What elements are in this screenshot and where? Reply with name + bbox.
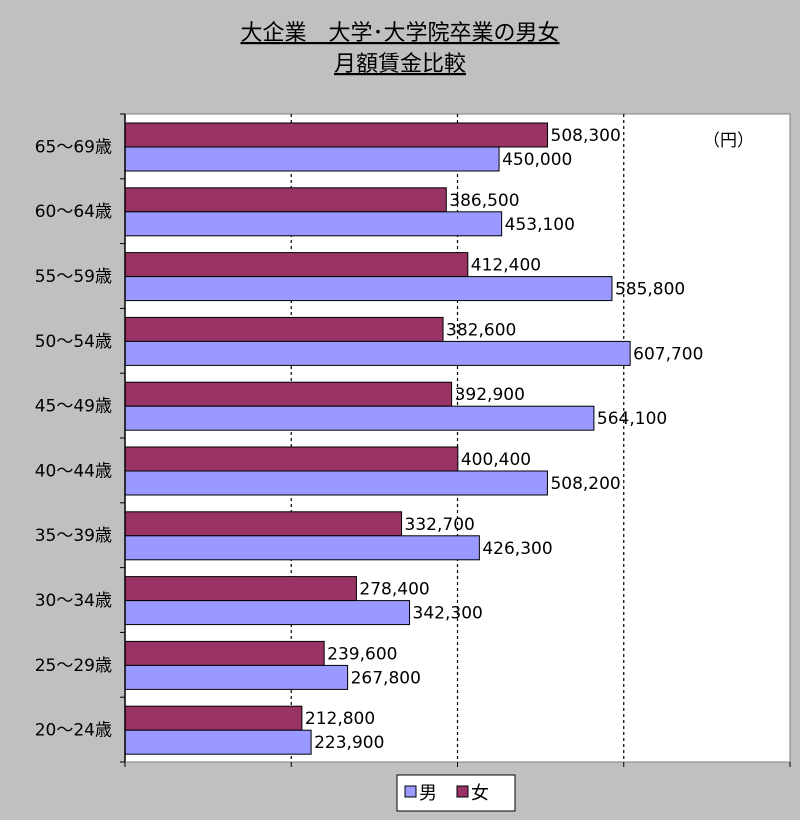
legend: 男女: [396, 774, 516, 812]
data-label: 392,900: [455, 385, 525, 405]
bar: [124, 340, 631, 366]
category-label: 40～44歳: [35, 461, 112, 481]
category-label: 45～49歳: [35, 397, 112, 417]
bar: [124, 729, 312, 755]
data-label: 342,300: [413, 604, 483, 624]
legend-swatch: [456, 785, 469, 798]
data-label: 382,600: [446, 320, 516, 340]
data-label: 278,400: [359, 580, 429, 600]
unit-label: （円）: [703, 131, 754, 151]
bar: [124, 405, 595, 431]
data-label: 585,800: [615, 280, 685, 300]
data-label: 450,000: [502, 150, 572, 170]
category-label: 20～24歳: [35, 721, 112, 741]
bar: [124, 187, 447, 213]
chart-title-line: 月額賃金比較: [334, 52, 466, 77]
bar: [124, 664, 349, 690]
bars: 508,300 450,000 386,500 453,100 412,400 585,8…: [124, 122, 703, 755]
data-label: 508,200: [550, 474, 620, 494]
data-label: 453,100: [505, 215, 575, 235]
legend-swatch: [404, 785, 417, 798]
data-label: 508,300: [551, 126, 621, 146]
data-label: 239,600: [327, 644, 397, 664]
bar: [124, 316, 444, 342]
category-label: 25～29歳: [35, 656, 112, 676]
data-label: 223,900: [314, 733, 384, 753]
bar: [124, 381, 453, 407]
bar: [124, 640, 325, 666]
bar: [124, 252, 469, 278]
data-label: 332,700: [405, 515, 475, 535]
legend-label: 男: [419, 783, 437, 804]
legend-box: [396, 774, 516, 812]
category-axis: 65～69歳 60～64歳 55～59歳 50～54歳 45～49歳 40～44歳 35～3…: [35, 113, 791, 767]
data-label: 426,300: [482, 539, 552, 559]
category-label: 50～54歳: [35, 332, 112, 352]
category-label: 60～64歳: [35, 202, 112, 222]
data-label: 400,400: [461, 450, 531, 470]
bar: [124, 600, 411, 626]
chart-title-line: 大企業 大学･大学院卒業の男女: [240, 21, 559, 46]
bar: [124, 122, 549, 148]
bar: [124, 535, 480, 561]
bar: [124, 576, 357, 602]
bar: [124, 276, 613, 302]
data-label: 412,400: [471, 256, 541, 276]
bar: [124, 446, 459, 472]
data-label: 607,700: [633, 344, 703, 364]
category-label: 55～59歳: [35, 267, 112, 287]
category-label: 35～39歳: [35, 526, 112, 546]
data-label: 386,500: [449, 191, 519, 211]
data-label: 564,100: [597, 409, 667, 429]
category-label: 65～69歳: [35, 137, 112, 157]
legend-label: 女: [471, 783, 489, 804]
bar: [124, 511, 403, 537]
bar: [124, 705, 303, 731]
data-label: 267,800: [351, 668, 421, 688]
bar: [124, 470, 548, 496]
bar: [124, 211, 503, 237]
category-label: 30～34歳: [35, 591, 112, 611]
bar: [124, 146, 500, 172]
data-label: 212,800: [305, 709, 375, 729]
